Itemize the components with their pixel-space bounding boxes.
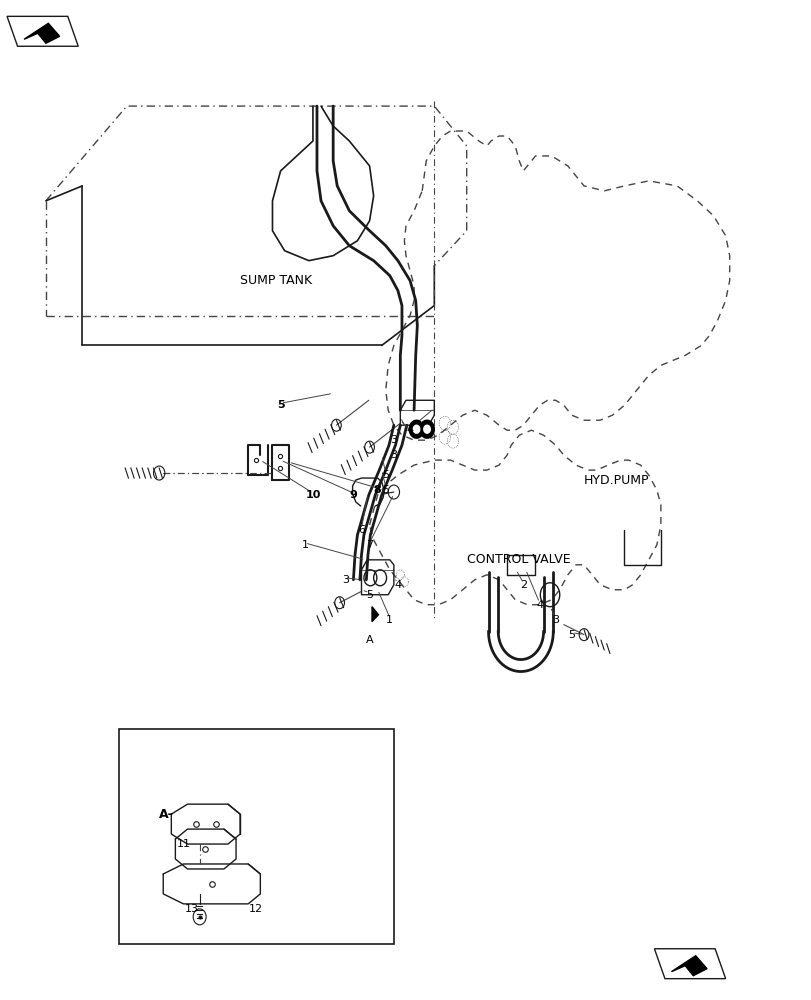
Text: 3: 3 — [390, 435, 397, 445]
Text: 3: 3 — [341, 575, 349, 585]
Text: 5: 5 — [382, 485, 388, 495]
Polygon shape — [423, 425, 430, 433]
Text: CONTROL VALVE: CONTROL VALVE — [467, 553, 570, 566]
Text: 6: 6 — [358, 525, 364, 535]
Polygon shape — [419, 420, 434, 438]
Polygon shape — [24, 23, 59, 43]
Polygon shape — [671, 956, 706, 976]
Text: 5: 5 — [366, 590, 372, 600]
Bar — [118, 729, 393, 944]
Text: 1: 1 — [386, 615, 393, 625]
Text: 3: 3 — [551, 615, 559, 625]
Text: SUMP TANK: SUMP TANK — [240, 274, 312, 287]
Text: 7: 7 — [366, 540, 373, 550]
Text: 9: 9 — [349, 490, 357, 500]
Text: A: A — [365, 635, 373, 645]
Text: 10: 10 — [305, 490, 320, 500]
Text: 13: 13 — [184, 904, 199, 914]
Text: 4: 4 — [394, 580, 401, 590]
Text: 5: 5 — [382, 470, 388, 480]
Text: 2: 2 — [519, 580, 526, 590]
Text: 5: 5 — [568, 630, 575, 640]
Text: A-: A- — [159, 808, 174, 821]
Text: 12: 12 — [249, 904, 263, 914]
Polygon shape — [409, 420, 423, 438]
Text: 8: 8 — [373, 485, 381, 495]
Text: HYD.PUMP: HYD.PUMP — [583, 474, 648, 487]
Polygon shape — [413, 425, 419, 433]
Text: 5: 5 — [277, 400, 284, 410]
Text: 3: 3 — [390, 450, 397, 460]
Text: 1: 1 — [301, 540, 308, 550]
Text: 11: 11 — [176, 839, 191, 849]
Text: 4: 4 — [406, 425, 413, 435]
Polygon shape — [371, 607, 378, 622]
Text: 4: 4 — [535, 600, 543, 610]
